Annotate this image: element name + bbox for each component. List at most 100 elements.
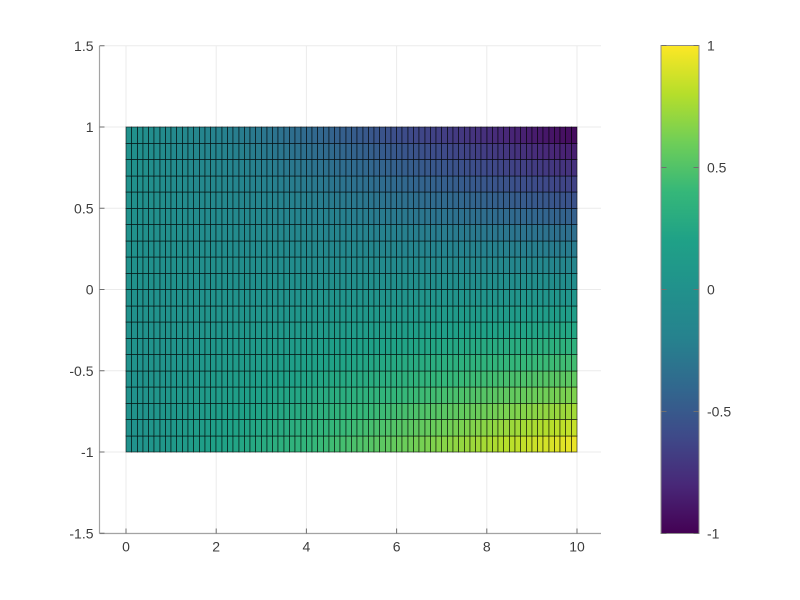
mesh-cell (311, 240, 319, 258)
mesh-cell (514, 142, 522, 160)
mesh-cell (153, 337, 161, 355)
mesh-cell (294, 142, 302, 160)
mesh-cell (277, 240, 285, 258)
mesh-cell (266, 402, 274, 420)
mesh-cell (503, 224, 510, 242)
mesh-cell (480, 207, 488, 225)
mesh-cell (255, 435, 262, 453)
mesh-cell (249, 305, 257, 323)
mesh-cell (221, 321, 228, 339)
mesh-cell (396, 224, 403, 242)
mesh-cell (215, 386, 223, 404)
mesh-cell (570, 435, 578, 453)
mesh-cell (215, 402, 223, 420)
mesh-cell (446, 175, 454, 193)
mesh-cell (260, 321, 268, 339)
mesh-cell (362, 435, 369, 453)
mesh-cell (390, 224, 398, 242)
mesh-cell (401, 435, 409, 453)
x-tick-label: 6 (393, 539, 401, 555)
mesh-cell (480, 337, 488, 355)
mesh-cell (148, 191, 155, 209)
mesh-cell (537, 142, 544, 160)
mesh-cell (480, 386, 488, 404)
mesh-cell (514, 207, 522, 225)
mesh-cell (238, 240, 245, 258)
mesh-cell (356, 419, 364, 437)
mesh-cell (418, 305, 426, 323)
mesh-cell (486, 175, 493, 193)
mesh-cell (384, 419, 392, 437)
mesh-cell (164, 175, 172, 193)
mesh-cell (266, 419, 274, 437)
mesh-cell (418, 240, 426, 258)
mesh-cell (497, 207, 505, 225)
mesh-cell (379, 402, 386, 420)
mesh-cell (142, 419, 150, 437)
mesh-cell (226, 142, 234, 160)
mesh-cell (221, 386, 228, 404)
mesh-cell (508, 159, 516, 177)
mesh-cell (125, 240, 133, 258)
mesh-cell (272, 321, 279, 339)
mesh-cell (159, 386, 166, 404)
mesh-cell (277, 354, 285, 372)
mesh-cell (176, 354, 183, 372)
mesh-cell (238, 435, 245, 453)
mesh-cell (407, 419, 415, 437)
mesh-cell (565, 159, 572, 177)
mesh-cell (407, 191, 415, 209)
mesh-cell (446, 337, 454, 355)
mesh-cell (328, 224, 336, 242)
mesh-cell (153, 354, 161, 372)
mesh-cell (204, 159, 212, 177)
mesh-cell (480, 159, 488, 177)
mesh-cell (266, 354, 274, 372)
mesh-cell (373, 435, 381, 453)
mesh-cell (548, 354, 555, 372)
mesh-cell (272, 337, 279, 355)
mesh-cell (136, 370, 144, 388)
mesh-cell (204, 354, 212, 372)
mesh-cell (469, 305, 477, 323)
mesh-cell (215, 289, 223, 307)
mesh-cell (367, 337, 375, 355)
mesh-cell (570, 289, 578, 307)
mesh-cell (181, 256, 189, 274)
mesh-cell (153, 256, 161, 274)
mesh-cell (531, 386, 539, 404)
mesh-cell (131, 191, 138, 209)
mesh-cell (429, 159, 437, 177)
mesh-cell (384, 142, 392, 160)
x-tick-label: 10 (569, 539, 585, 555)
mesh-cell (142, 126, 150, 144)
mesh-cell (429, 175, 437, 193)
mesh-cell (125, 370, 133, 388)
mesh-cell (232, 337, 240, 355)
mesh-cell (429, 402, 437, 420)
mesh-cell (136, 419, 144, 437)
mesh-cell (311, 126, 319, 144)
mesh-cell (384, 386, 392, 404)
mesh-cell (407, 435, 415, 453)
mesh-cell (379, 126, 386, 144)
mesh-cell (125, 435, 133, 453)
mesh-cell (288, 142, 296, 160)
mesh-cell (463, 256, 471, 274)
mesh-cell (503, 354, 510, 372)
mesh-cell (475, 305, 482, 323)
mesh-cell (249, 386, 257, 404)
mesh-cell (204, 435, 212, 453)
mesh-cell (531, 305, 539, 323)
mesh-cell (520, 419, 527, 437)
mesh-cell (379, 224, 386, 242)
mesh-cell (238, 175, 245, 193)
mesh-cell (198, 435, 206, 453)
mesh-cell (311, 354, 319, 372)
mesh-cell (452, 321, 460, 339)
mesh-cell (452, 386, 460, 404)
mesh-cell (226, 435, 234, 453)
mesh-cell (243, 354, 251, 372)
mesh-cell (255, 402, 262, 420)
mesh-cell (424, 419, 431, 437)
